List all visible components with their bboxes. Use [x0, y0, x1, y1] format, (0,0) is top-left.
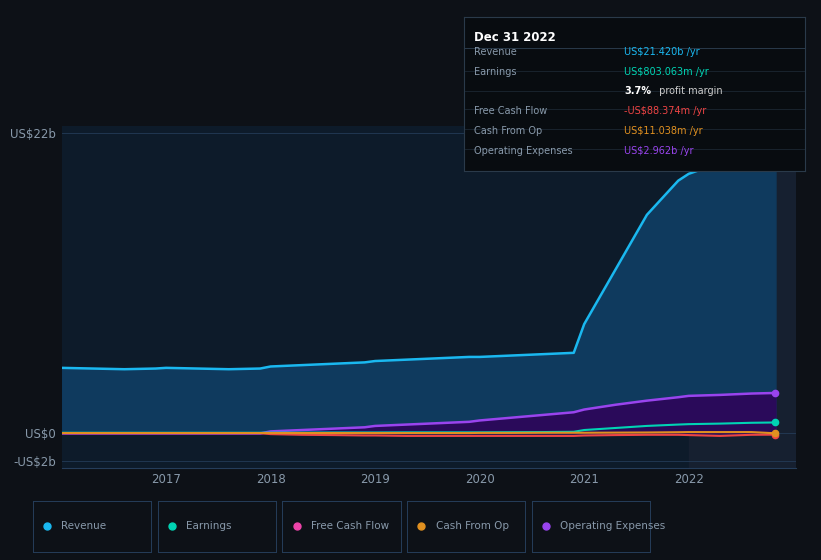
Text: US$11.038m /yr: US$11.038m /yr: [624, 126, 703, 136]
Text: Free Cash Flow: Free Cash Flow: [311, 521, 389, 531]
Text: Earnings: Earnings: [474, 67, 516, 77]
Text: Earnings: Earnings: [186, 521, 232, 531]
Text: Cash From Op: Cash From Op: [436, 521, 508, 531]
Text: Cash From Op: Cash From Op: [474, 126, 543, 136]
Text: US$2.962b /yr: US$2.962b /yr: [624, 146, 694, 156]
Text: Revenue: Revenue: [62, 521, 107, 531]
Text: Revenue: Revenue: [474, 47, 517, 57]
Text: Free Cash Flow: Free Cash Flow: [474, 106, 548, 116]
Bar: [689, 126, 796, 468]
Text: Dec 31 2022: Dec 31 2022: [474, 31, 556, 44]
Text: US$803.063m /yr: US$803.063m /yr: [624, 67, 709, 77]
Text: profit margin: profit margin: [656, 86, 723, 96]
Text: Operating Expenses: Operating Expenses: [561, 521, 666, 531]
Text: -US$88.374m /yr: -US$88.374m /yr: [624, 106, 706, 116]
Text: US$21.420b /yr: US$21.420b /yr: [624, 47, 699, 57]
Text: Operating Expenses: Operating Expenses: [474, 146, 573, 156]
Text: 3.7%: 3.7%: [624, 86, 651, 96]
